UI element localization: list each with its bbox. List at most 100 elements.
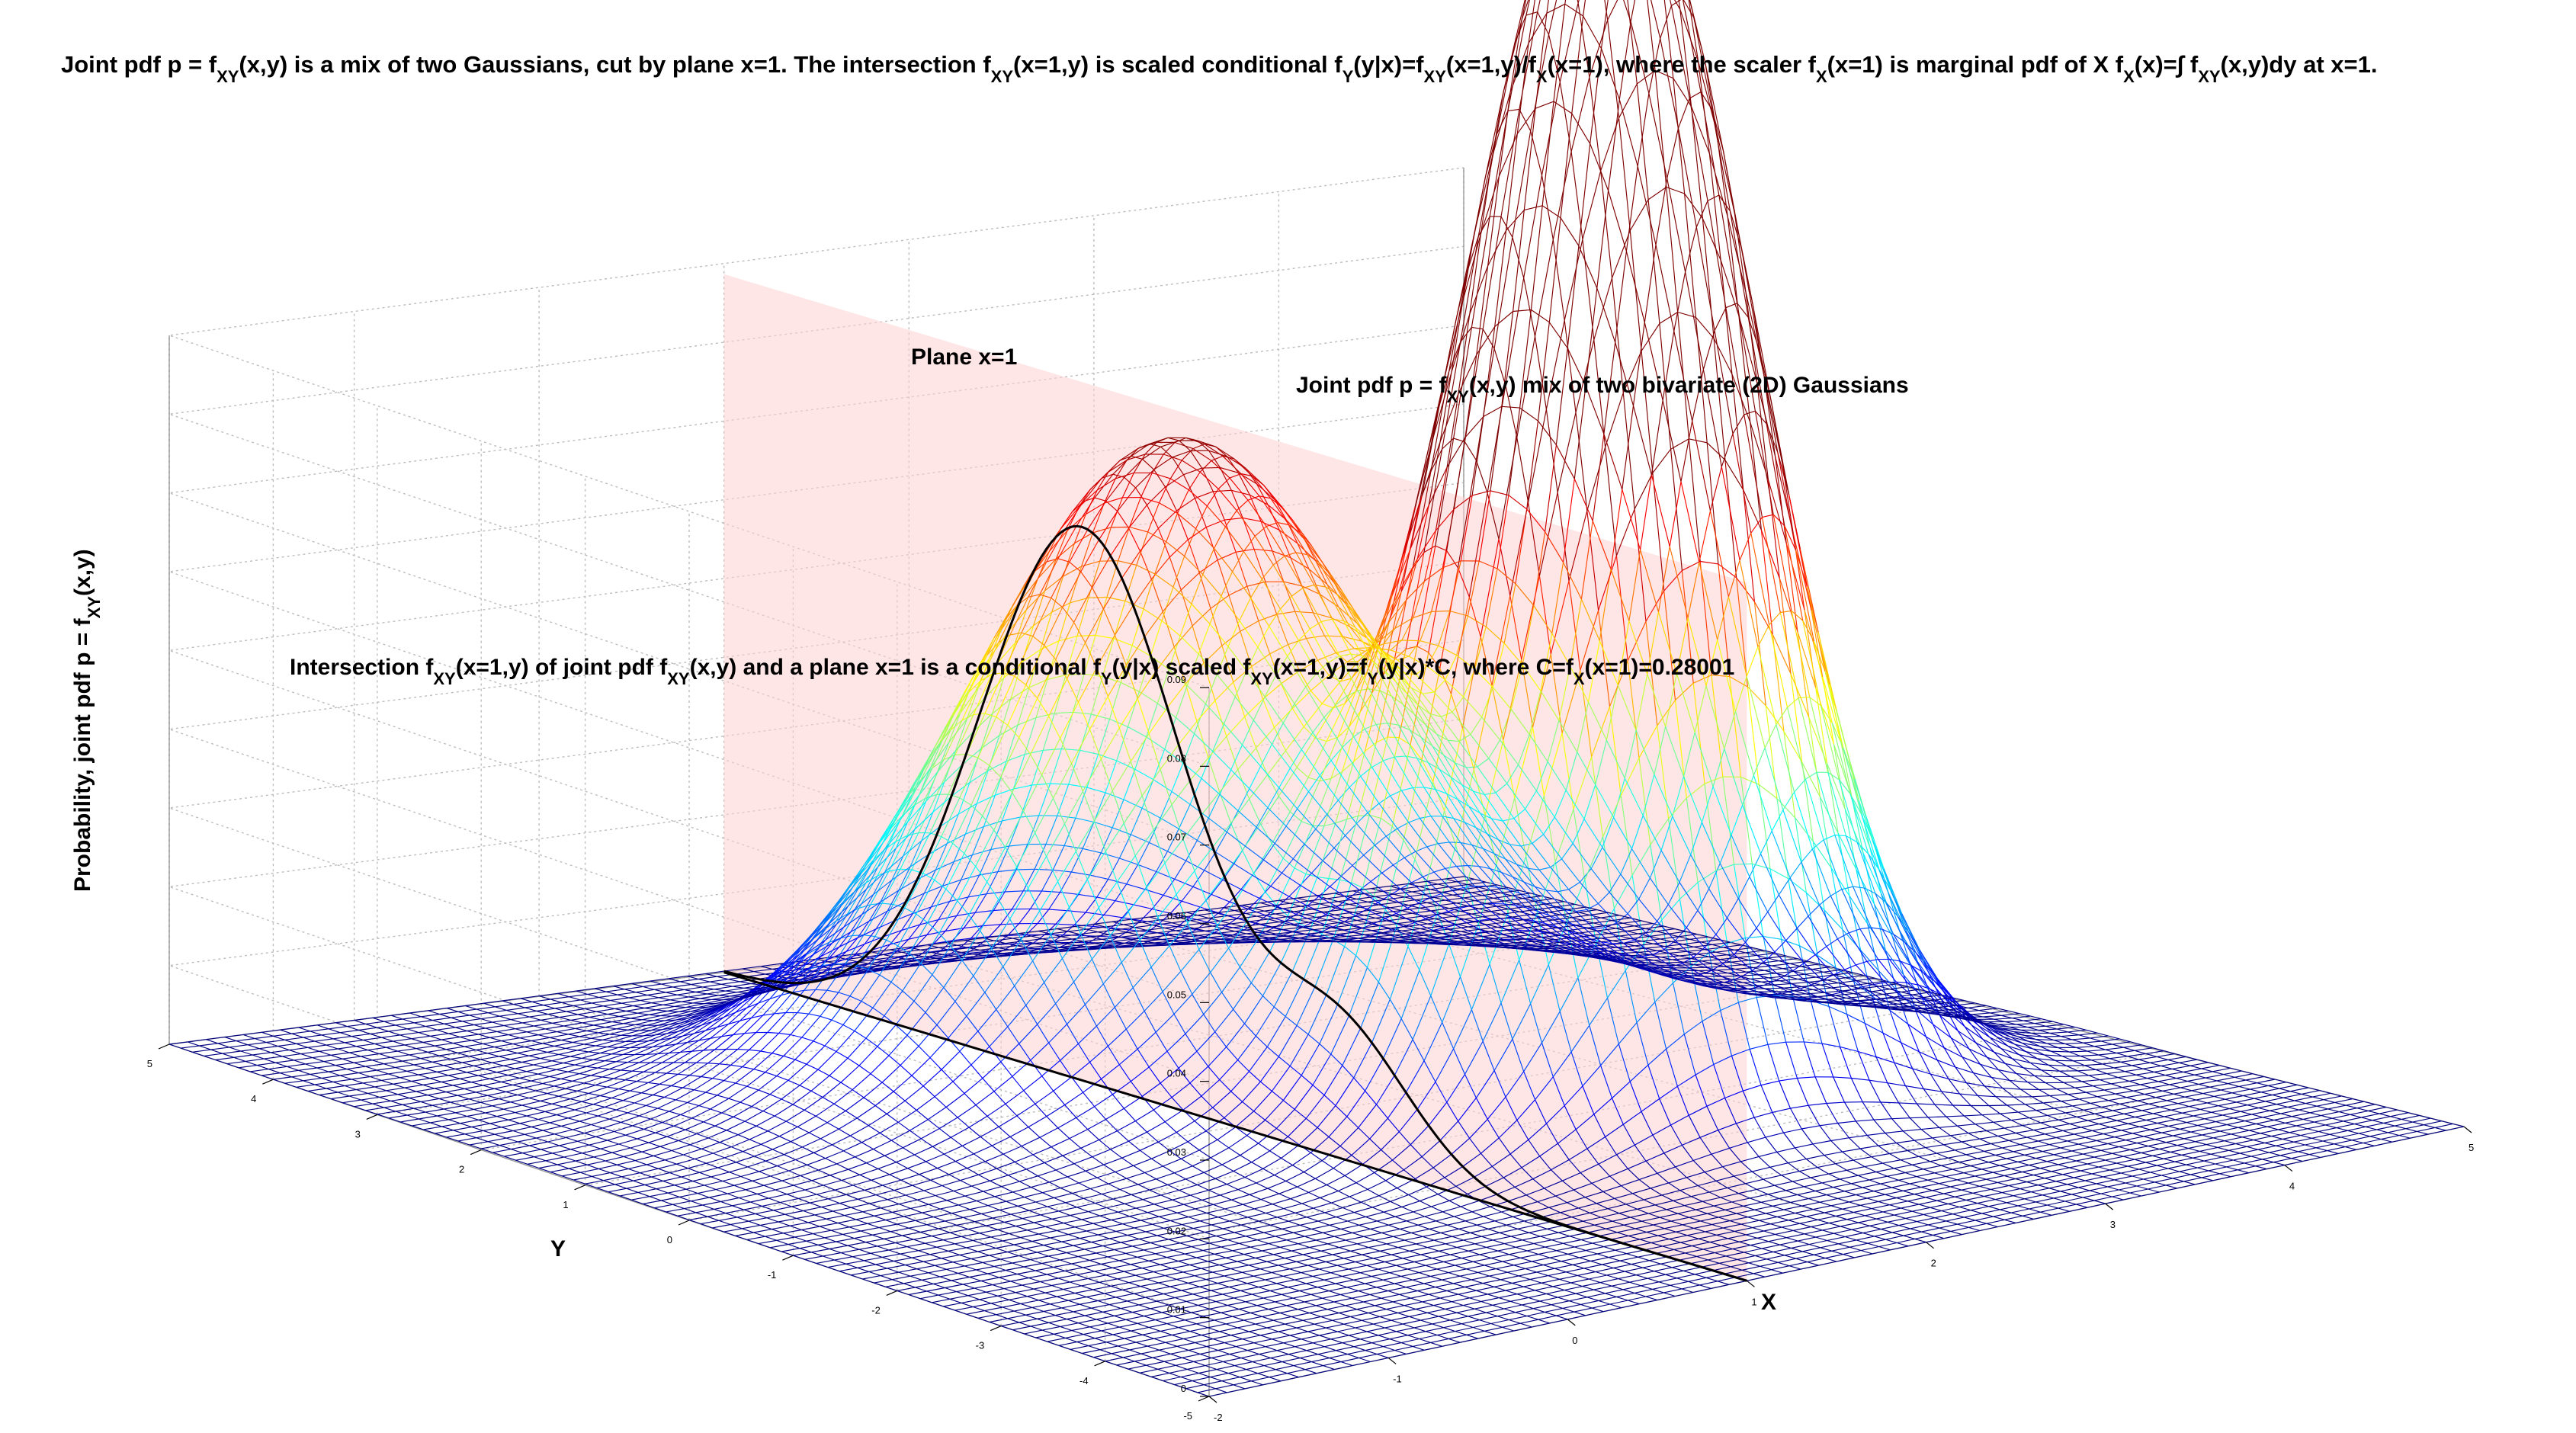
mesh-segment	[1545, 409, 1558, 493]
mesh-segment	[1636, 1022, 1649, 1066]
mesh-segment	[1420, 611, 1432, 641]
mesh-segment	[1233, 681, 1246, 717]
mesh-segment	[1822, 1229, 1834, 1234]
mesh-segment	[1785, 1190, 1798, 1195]
mesh-segment	[897, 938, 909, 952]
mesh-segment	[1950, 1230, 1962, 1236]
mesh-segment	[1837, 1197, 1849, 1203]
mesh-segment	[1952, 1104, 1971, 1107]
mesh-segment	[992, 678, 1005, 714]
mesh-segment	[1307, 777, 1320, 782]
mesh-segment	[1208, 757, 1221, 793]
mesh-segment	[1380, 817, 1393, 827]
mesh-segment	[1625, 1204, 1638, 1210]
mesh-segment	[1734, 1175, 1746, 1185]
mesh-segment	[1033, 590, 1046, 626]
mesh-segment	[1843, 1254, 1855, 1258]
mesh-segment	[1408, 640, 1421, 657]
mesh-segment	[1131, 455, 1143, 460]
mesh-segment	[968, 947, 980, 951]
mesh-segment	[1692, 1160, 1705, 1173]
mesh-segment	[1025, 923, 1038, 935]
mesh-segment	[1210, 608, 1223, 646]
mesh-segment	[1878, 1245, 1891, 1251]
mesh-segment	[1389, 591, 1402, 619]
mesh-segment	[1045, 816, 1058, 845]
mesh-segment	[1666, 1209, 1679, 1214]
mesh-segment	[1123, 768, 1136, 800]
mesh-segment	[1453, 1048, 1466, 1075]
mesh-segment	[1182, 733, 1195, 764]
mesh-segment	[1351, 882, 1363, 889]
mesh-segment	[742, 968, 755, 973]
mesh-segment	[1448, 944, 1461, 977]
mesh-segment	[1885, 1194, 1897, 1199]
mesh-segment	[1234, 670, 1247, 697]
mesh-segment	[1756, 1188, 1769, 1195]
mesh-segment	[1771, 1269, 1783, 1274]
mesh-segment	[1629, 1081, 1642, 1112]
mesh-segment	[1509, 19, 1522, 92]
mesh-segment	[1073, 514, 1086, 544]
mesh-segment	[1686, 1235, 1699, 1239]
mesh-segment	[1772, 1205, 1785, 1210]
mesh-segment	[894, 957, 906, 960]
mesh-segment	[1552, 1076, 1565, 1106]
mesh-segment	[1638, 758, 1651, 845]
mesh-segment	[1438, 611, 1451, 646]
mesh-segment	[1446, 393, 1459, 468]
mesh-segment	[1742, 1090, 1755, 1118]
mesh-segment	[1130, 808, 1143, 835]
mesh-segment	[1611, 277, 1624, 393]
mesh-segment	[1808, 1197, 1821, 1203]
mesh-segment	[1856, 1239, 1869, 1244]
mesh-segment	[1103, 478, 1116, 504]
mesh-segment	[1591, 1182, 1604, 1192]
mesh-segment	[1469, 1137, 1481, 1154]
mesh-segment	[1625, 970, 1638, 1023]
mesh-segment	[1345, 603, 1358, 624]
mesh-segment	[1765, 1136, 1778, 1152]
mesh-segment	[1237, 473, 1250, 495]
mesh-segment	[1048, 892, 1060, 910]
mesh-segment	[1169, 556, 1182, 591]
mesh-segment	[1305, 638, 1318, 661]
mesh-segment	[1164, 717, 1177, 750]
mesh-segment	[1428, 441, 1441, 505]
mesh-segment	[1538, 575, 1551, 655]
mesh-segment	[1012, 754, 1025, 790]
mesh-segment	[1521, 659, 1534, 728]
mesh-segment	[1826, 1194, 1838, 1199]
mesh-segment	[1887, 1221, 1899, 1226]
mesh-segment	[1676, 1085, 1689, 1116]
mesh-segment	[1670, 1124, 1683, 1146]
mesh-segment	[1475, 1098, 1488, 1120]
mesh-segment	[1669, 1239, 1681, 1243]
mesh-segment	[1229, 473, 1242, 479]
mesh-segment	[1108, 858, 1120, 880]
mesh-segment	[913, 954, 925, 957]
mesh-segment	[1201, 467, 1214, 492]
mesh-segment	[1192, 625, 1205, 664]
mesh-segment	[1606, 1228, 1618, 1233]
mesh-segment	[1446, 1101, 1459, 1122]
mesh-segment	[1528, 1139, 1541, 1157]
mesh-segment	[1623, 1224, 1636, 1229]
mesh-segment	[1618, 117, 1631, 231]
mesh-segment	[1471, 326, 1484, 330]
mesh-segment	[986, 871, 999, 894]
mesh-segment	[1548, 1207, 1561, 1213]
mesh-segment	[1260, 823, 1272, 845]
mesh-segment	[1952, 1213, 1965, 1218]
mesh-segment	[1037, 909, 1050, 924]
mesh-segment	[1867, 1242, 1879, 1248]
mesh-segment	[1677, 1213, 1689, 1218]
mesh-segment	[1025, 578, 1038, 610]
mesh-segment	[1740, 1161, 1753, 1172]
mesh-segment	[1570, 1051, 1583, 1087]
mesh-segment	[1673, 1249, 1686, 1254]
mesh-segment	[1593, 339, 1606, 447]
mesh-segment	[1528, 0, 1535, 43]
mesh-segment	[1735, 1123, 1748, 1143]
mesh-segment	[1212, 491, 1225, 521]
